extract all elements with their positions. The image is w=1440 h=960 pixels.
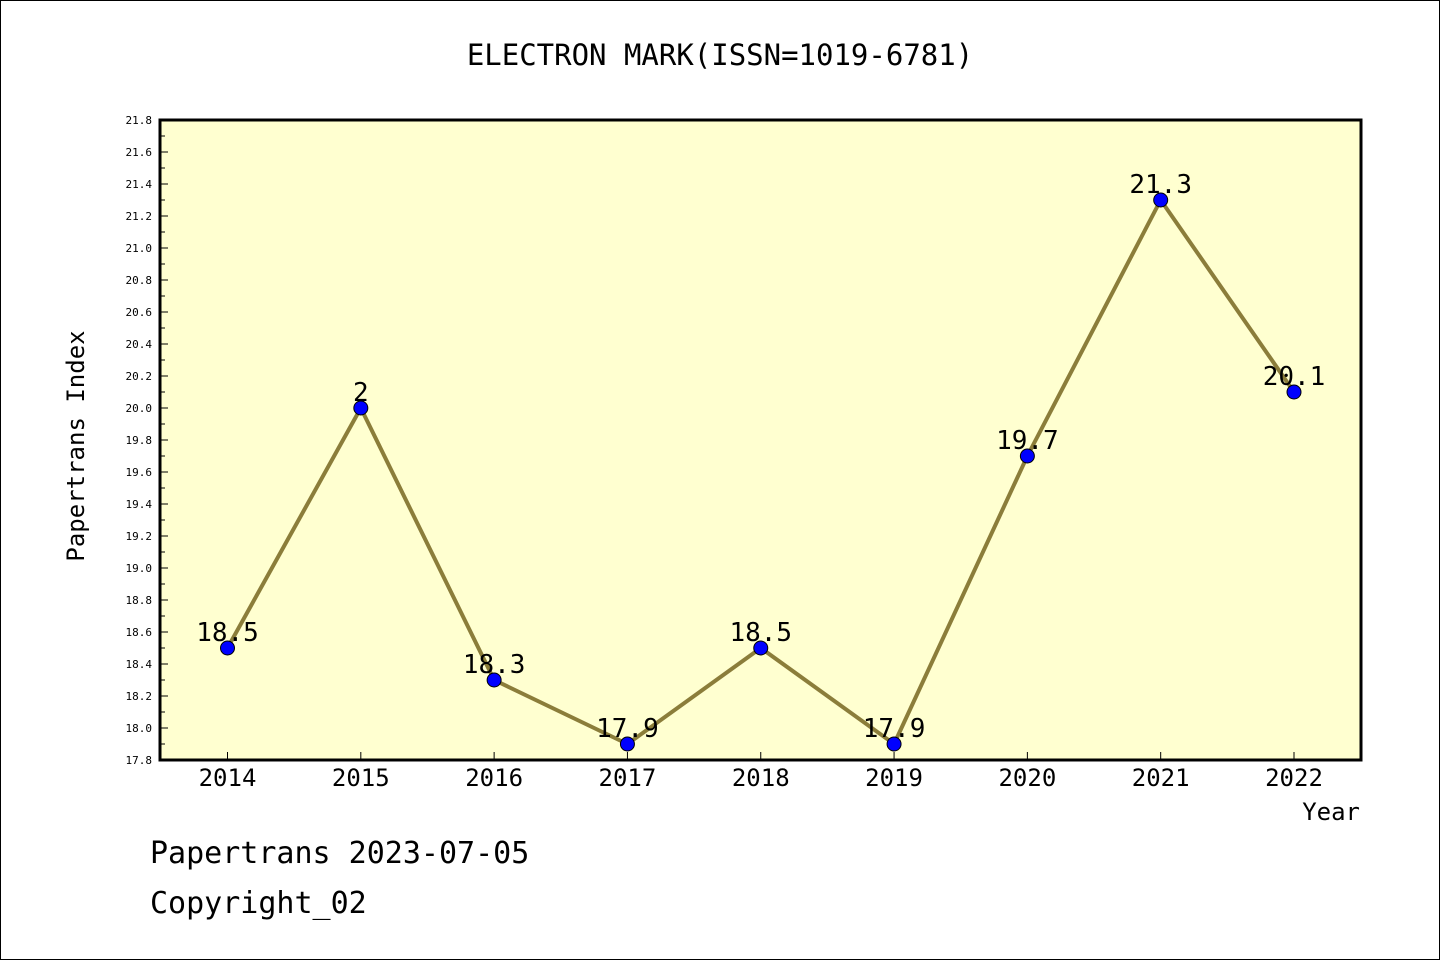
y-tick-label: 18.2: [126, 690, 153, 703]
y-tick-label: 20.6: [126, 306, 153, 319]
x-tick-label: 2014: [199, 764, 257, 792]
x-tick-label: 2020: [998, 764, 1056, 792]
data-point: [220, 640, 235, 656]
y-tick-label: 18.6: [126, 626, 153, 639]
data-point: [619, 736, 635, 752]
x-tick-label: 2021: [1132, 764, 1190, 792]
footer-copyright: Copyright_02: [150, 886, 367, 921]
y-tick-label: 18.0: [126, 722, 153, 735]
x-tick-label: 2016: [465, 764, 523, 792]
y-tick-label: 20.4: [126, 338, 153, 351]
y-tick-label: 21.8: [126, 114, 153, 127]
data-point: [486, 672, 502, 688]
y-tick-label: 19.2: [126, 530, 153, 543]
data-label: 17.9: [596, 714, 659, 744]
data-label: 18.3: [463, 650, 526, 680]
plot-border: [158, 118, 1363, 762]
data-label: 17.9: [863, 714, 926, 744]
data-label: 2: [353, 378, 369, 408]
data-label: 20.1: [1263, 362, 1326, 392]
y-tick-label: 21.6: [126, 146, 153, 159]
data-label: 18.5: [729, 618, 792, 648]
x-tick-label: 2019: [865, 764, 923, 792]
data-label: 19.7: [996, 426, 1059, 456]
y-tick-label: 20.2: [126, 370, 153, 383]
x-tick-label: 2018: [732, 764, 790, 792]
x-tick-label: 2017: [599, 764, 657, 792]
y-tick-label: 18.4: [126, 658, 153, 671]
data-point: [753, 640, 769, 656]
y-tick-label: 19.0: [126, 562, 153, 575]
y-tick-label: 19.8: [126, 434, 153, 447]
y-tick-label: 18.8: [126, 594, 153, 607]
data-point: [1286, 384, 1302, 400]
y-tick-label: 21.2: [126, 210, 153, 223]
data-point: [886, 736, 902, 752]
chart-title: ELECTRON MARK(ISSN=1019-6781): [466, 38, 974, 72]
x-tick-label: 2015: [332, 764, 390, 792]
x-tick-label: 2022: [1265, 764, 1323, 792]
plot-area: [160, 120, 1361, 760]
y-tick-label: 19.6: [126, 466, 153, 479]
x-axis-label: Year: [1302, 798, 1360, 826]
y-axis-label: Papertrans Index: [62, 330, 90, 561]
data-label: 21.3: [1129, 170, 1192, 200]
y-tick-label: 21.0: [126, 242, 153, 255]
data-point: [1153, 192, 1169, 208]
data-point: [1019, 448, 1035, 464]
y-tick-label: 20.0: [126, 402, 153, 415]
footer-date: Papertrans 2023-07-05: [150, 836, 530, 871]
y-tick-label: 17.8: [126, 754, 153, 767]
y-tick-label: 20.8: [126, 274, 153, 287]
data-label: 18.5: [196, 618, 259, 648]
data-point: [353, 400, 369, 416]
y-tick-label: 21.4: [126, 178, 153, 191]
y-tick-label: 19.4: [126, 498, 153, 511]
